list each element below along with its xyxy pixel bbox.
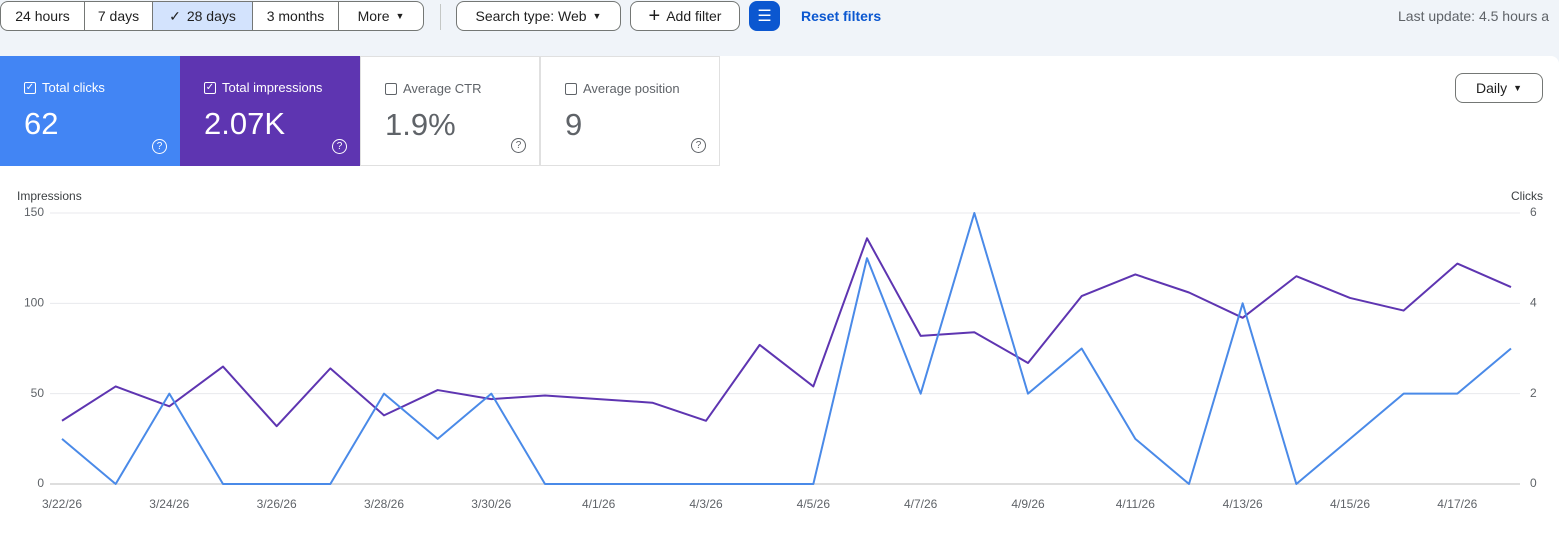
separator — [440, 4, 441, 30]
dropdown-arrow: ▼ — [1513, 83, 1523, 93]
checkbox — [385, 82, 397, 95]
checkbox — [565, 82, 577, 95]
metric-label: Average position — [565, 81, 680, 96]
date-range-label: 3 months — [266, 8, 325, 24]
metric-value: 9 — [565, 107, 583, 142]
metric-name: Total impressions — [222, 80, 323, 95]
date-range-button[interactable]: ✓ 28 days — [153, 1, 253, 31]
date-range-label: 7 days — [97, 8, 140, 24]
help-icon: ? — [152, 139, 167, 154]
plus-icon: + — [648, 4, 661, 27]
add-filter-button[interactable]: + Add filter — [630, 1, 740, 31]
granularity-label: Daily — [1475, 80, 1508, 96]
reset-filters-link[interactable]: Reset filters — [801, 8, 882, 24]
metric-card[interactable]: Average CTR 1.9%? — [360, 56, 540, 166]
metric-label: ✓ Total clicks — [24, 80, 105, 95]
metric-name: Average position — [583, 81, 680, 96]
last-update: Last update: 4.5 hours a — [1398, 8, 1549, 24]
metric-card[interactable]: Average position 9? — [540, 56, 720, 166]
dropdown-arrow: ▼ — [592, 11, 602, 21]
help-icon: ? — [511, 138, 526, 153]
filter-icon-button[interactable]: ☰ — [749, 1, 780, 31]
date-range-button[interactable]: 24 hours — [0, 1, 85, 31]
search-type-label: Search type: Web — [475, 8, 587, 24]
add-filter-label: Add filter — [666, 8, 722, 24]
help-icon: ? — [332, 139, 347, 154]
granularity-dropdown[interactable]: Daily ▼ — [1455, 73, 1543, 103]
checkbox: ✓ — [24, 81, 36, 94]
date-range-label: More — [357, 8, 390, 24]
checkbox: ✓ — [204, 81, 216, 94]
date-range-label: 28 days — [186, 8, 236, 24]
help-icon: ? — [691, 138, 706, 153]
date-range-button[interactable]: 7 days — [85, 1, 153, 31]
metric-label: Average CTR — [385, 81, 482, 96]
search-type-button[interactable]: Search type: Web ▼ — [456, 1, 621, 31]
date-range-button[interactable]: 3 months — [253, 1, 339, 31]
metric-name: Total clicks — [42, 80, 105, 95]
dropdown-arrow: ▼ — [395, 11, 405, 21]
metric-value: 62 — [24, 106, 59, 141]
date-range-button[interactable]: More ▼ — [339, 1, 424, 31]
metric-name: Average CTR — [403, 81, 482, 96]
date-range-label: 24 hours — [15, 8, 70, 24]
metric-card[interactable]: ✓ Total clicks 62? — [0, 56, 180, 166]
metric-label: ✓ Total impressions — [204, 80, 322, 95]
metric-value: 2.07K — [204, 106, 286, 141]
check-icon: ✓ — [169, 7, 181, 24]
metric-card[interactable]: ✓ Total impressions 2.07K? — [180, 56, 360, 166]
metric-value: 1.9% — [385, 107, 456, 142]
